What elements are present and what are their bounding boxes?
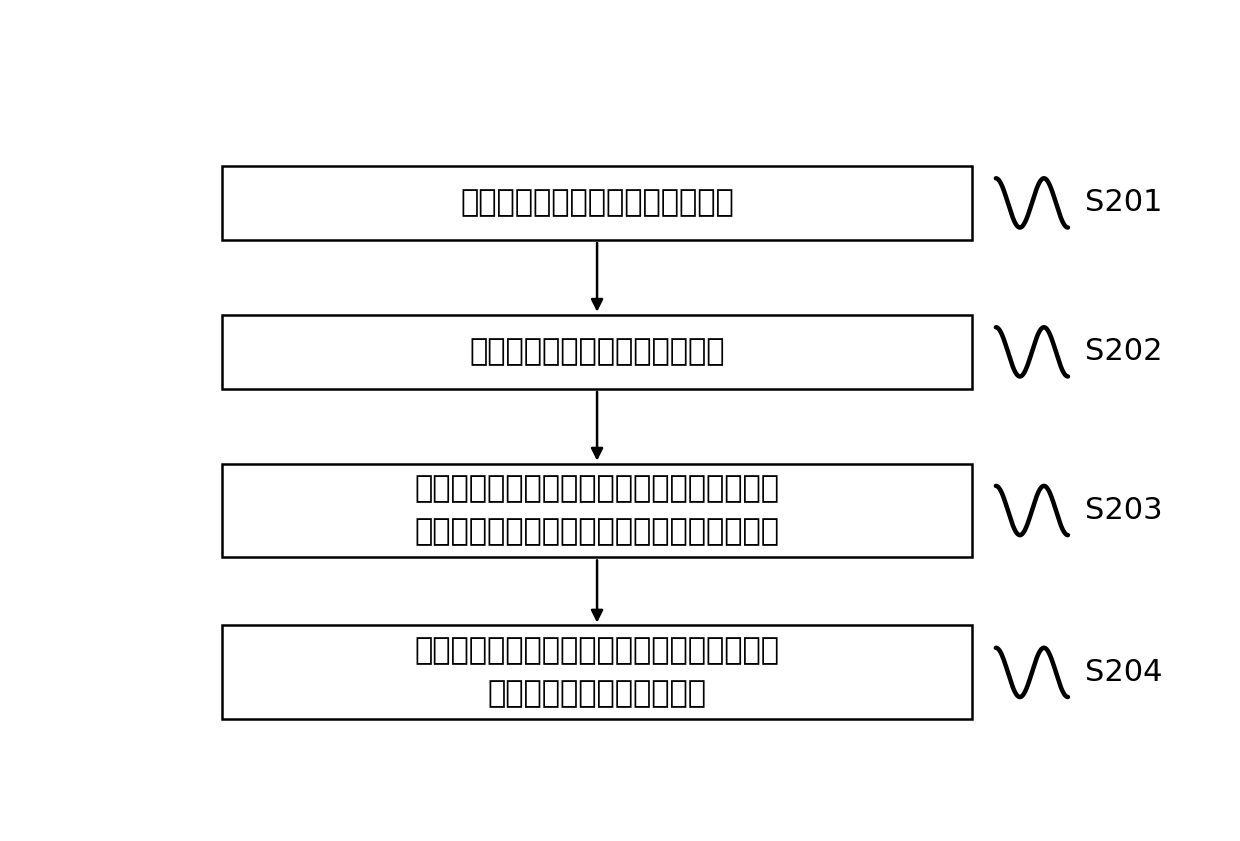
Bar [222, 626, 972, 719]
Text: 根据奖励区域信息，筛选目标用户: 根据奖励区域信息，筛选目标用户 [460, 188, 734, 218]
Text: S203: S203 [1085, 496, 1163, 525]
Bar [222, 463, 972, 558]
Text: 根据目标用户历史骑行记录中的车辆停放位置
与预设停放区域之间的距离，确定奖励的额度: 根据目标用户历史骑行记录中的车辆停放位置 与预设停放区域之间的距离，确定奖励的额… [414, 474, 780, 547]
Text: S204: S204 [1085, 658, 1163, 687]
Text: S202: S202 [1085, 337, 1163, 367]
Text: 确定目标用户在预设条件下完成车辆停放时，
向目标用户发放对应的奖励: 确定目标用户在预设条件下完成车辆停放时， 向目标用户发放对应的奖励 [414, 637, 780, 708]
Text: S201: S201 [1085, 188, 1163, 218]
Bar [222, 315, 972, 389]
Bar [222, 166, 972, 241]
Text: 向目标用户的终端发送提示信息: 向目标用户的终端发送提示信息 [469, 337, 725, 367]
